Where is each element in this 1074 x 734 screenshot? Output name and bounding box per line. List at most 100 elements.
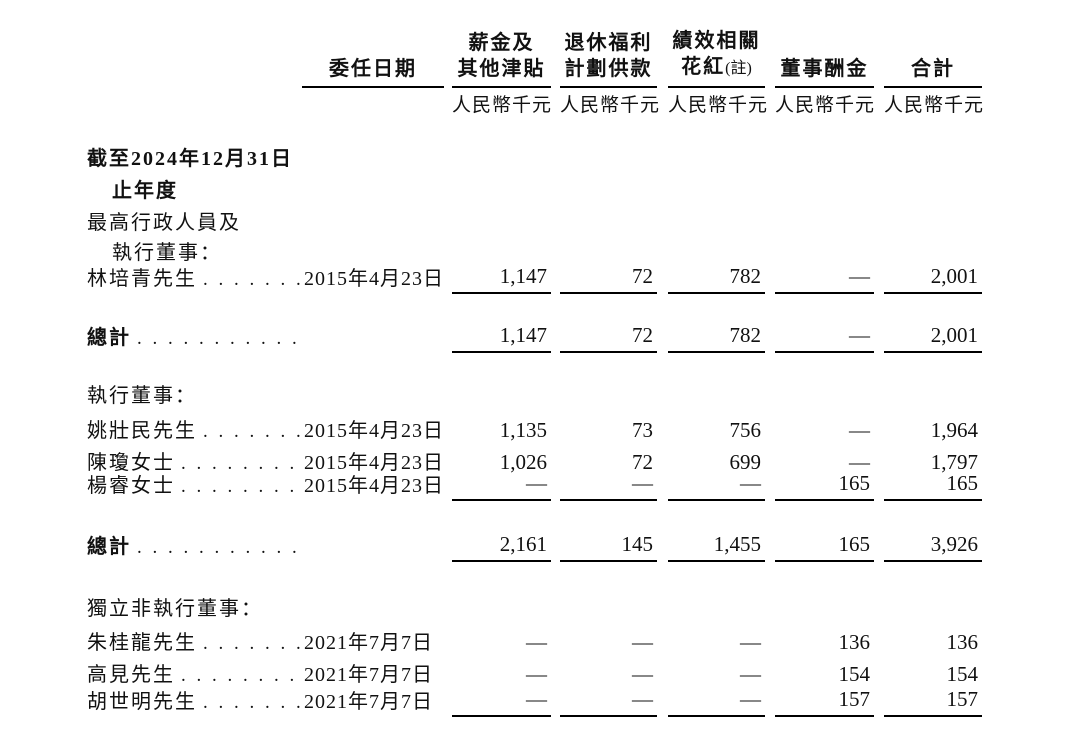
total-value: 3,926 <box>884 532 982 562</box>
bonus-value: — <box>668 687 765 717</box>
header-spacer <box>87 85 302 88</box>
salary-value: 1,147 <box>452 264 551 294</box>
column-header-total: 合計 <box>884 24 982 88</box>
dot-leader: . . . . . . . . . <box>181 665 302 686</box>
column-header-retirement-contributions: 退休福利 計劃供款 <box>560 24 657 88</box>
total-value: 2,001 <box>884 323 982 353</box>
appointment-date: 2015年4月23日 <box>304 475 444 497</box>
section-label-executive-directors: 執行董事： <box>87 385 197 407</box>
fees-value: 157 <box>775 687 874 717</box>
unit-label: 人民幣千元 <box>668 95 769 116</box>
total-value: 1,797 <box>930 450 978 474</box>
retirement-value: 72 <box>560 264 657 294</box>
director-row-yao-zhuangmin: 姚壯民先生 . . . . . . . 2015年4月23日 1,135 73 7… <box>87 414 982 445</box>
dot-leader: . . . . . . . . . . . . <box>137 537 302 558</box>
director-row-gao-jian: 高見先生 . . . . . . . . . 2021年7月7日 — — — 15… <box>87 658 982 689</box>
unit-label: 人民幣千元 <box>452 95 553 116</box>
total-row-executive-section: 總計 . . . . . . . . . . . . 2,161 145 1,45… <box>87 531 982 562</box>
fees-value: — <box>849 418 870 442</box>
director-name: 姚壯民先生 <box>87 420 197 442</box>
dot-leader: . . . . . . . . . <box>181 476 302 497</box>
total-value: 136 <box>946 630 979 654</box>
section-label-ceo-line1: 最高行政人員及 <box>87 212 241 234</box>
director-row-hu-shiming: 胡世明先生 . . . . . . . . 2021年7月7日 — — — 157… <box>87 685 982 717</box>
total-label: 總計 <box>87 327 131 349</box>
bonus-value: — <box>668 471 765 501</box>
director-row-yang-rui: 楊睿女士 . . . . . . . . . 2015年4月23日 — — — 1… <box>87 469 982 501</box>
director-name: 陳瓊女士 <box>87 452 175 474</box>
section-label-independent-directors: 獨立非執行董事： <box>87 598 263 620</box>
column-header-label: 委任日期 <box>329 58 417 80</box>
director-name: 楊睿女士 <box>87 475 175 497</box>
total-value: 1,964 <box>930 418 978 442</box>
fees-value: 165 <box>775 471 874 501</box>
director-name: 林培青先生 <box>87 268 197 290</box>
salary-value: — <box>526 630 547 654</box>
period-title-line1: 截至2024年12月31日 <box>87 148 293 170</box>
bonus-value: 782 <box>668 264 765 294</box>
dot-leader: . . . . . . . <box>203 633 302 654</box>
bonus-value: — <box>740 630 761 654</box>
fees-value: 165 <box>775 532 874 562</box>
total-value: 2,001 <box>884 264 982 294</box>
director-name: 朱桂龍先生 <box>87 632 197 654</box>
bonus-note-marker: (註) <box>725 60 752 77</box>
appointment-date: 2015年4月23日 <box>304 420 444 442</box>
bonus-value: — <box>740 662 761 686</box>
dot-leader: . . . . . . . . <box>203 692 302 713</box>
currency-unit-row: 人民幣千元 人民幣千元 人民幣千元 人民幣千元 人民幣千元 <box>87 90 985 118</box>
salary-value: — <box>452 687 551 717</box>
retirement-value: 73 <box>632 418 653 442</box>
column-header-salary-allowances: 薪金及 其他津貼 <box>452 24 551 88</box>
fees-value: 136 <box>838 630 871 654</box>
appointment-date: 2015年4月23日 <box>304 268 444 290</box>
retirement-value: — <box>632 662 653 686</box>
director-row-zhu-guilong: 朱桂龍先生 . . . . . . . 2021年7月7日 — — — 136 1… <box>87 626 982 657</box>
salary-value: 1,026 <box>499 450 547 474</box>
fees-value: — <box>849 450 870 474</box>
total-value: 154 <box>946 662 979 686</box>
column-header-performance-bonus: 績效相關 花紅(註) <box>668 24 765 88</box>
table-header-row: 委任日期 薪金及 其他津貼 退休福利 計劃供款 績效相關 花紅(註) 董事酬金 … <box>87 24 982 88</box>
fees-value: — <box>775 264 874 294</box>
total-value: 157 <box>884 687 982 717</box>
bonus-value: 699 <box>729 450 762 474</box>
director-name: 胡世明先生 <box>87 691 197 713</box>
retirement-value: — <box>560 687 657 717</box>
salary-value: 1,147 <box>452 323 551 353</box>
fees-value: — <box>775 323 874 353</box>
total-row-ceo-section: 總計 . . . . . . . . . . . . 1,147 72 782 —… <box>87 322 982 353</box>
unit-label: 人民幣千元 <box>775 95 876 116</box>
salary-value: — <box>452 471 551 501</box>
fees-value: 154 <box>838 662 871 686</box>
bonus-value: 782 <box>668 323 765 353</box>
dot-leader: . . . . . . . <box>203 421 302 442</box>
director-row-lin-peiqing: 林培青先生 . . . . . . . 2015年4月23日 1,147 72 7… <box>87 262 982 294</box>
dot-leader: . . . . . . . <box>203 269 302 290</box>
salary-value: — <box>526 662 547 686</box>
salary-value: 1,135 <box>499 418 547 442</box>
bonus-value: 756 <box>729 418 762 442</box>
unit-label: 人民幣千元 <box>884 95 985 116</box>
dot-leader: . . . . . . . . . . . . <box>137 328 302 349</box>
director-row-chen-qiong: 陳瓊女士 . . . . . . . . . 2015年4月23日 1,026 7… <box>87 446 982 477</box>
salary-value: 2,161 <box>452 532 551 562</box>
appointment-date: 2021年7月7日 <box>304 691 433 713</box>
retirement-value: 72 <box>560 323 657 353</box>
column-header-appointment-date: 委任日期 <box>302 24 444 88</box>
retirement-value: 72 <box>632 450 653 474</box>
director-name: 高見先生 <box>87 664 175 686</box>
appointment-date: 2015年4月23日 <box>304 452 444 474</box>
total-label: 總計 <box>87 536 131 558</box>
bonus-value: 1,455 <box>668 532 765 562</box>
appointment-date: 2021年7月7日 <box>304 632 433 654</box>
retirement-value: — <box>632 630 653 654</box>
total-value: 165 <box>884 471 982 501</box>
appointment-date: 2021年7月7日 <box>304 664 433 686</box>
unit-label: 人民幣千元 <box>560 95 661 116</box>
period-title-line2: 止年度 <box>112 180 178 202</box>
column-header-directors-fees: 董事酬金 <box>775 24 874 88</box>
retirement-value: — <box>560 471 657 501</box>
section-label-ceo-line2: 執行董事： <box>112 242 222 264</box>
